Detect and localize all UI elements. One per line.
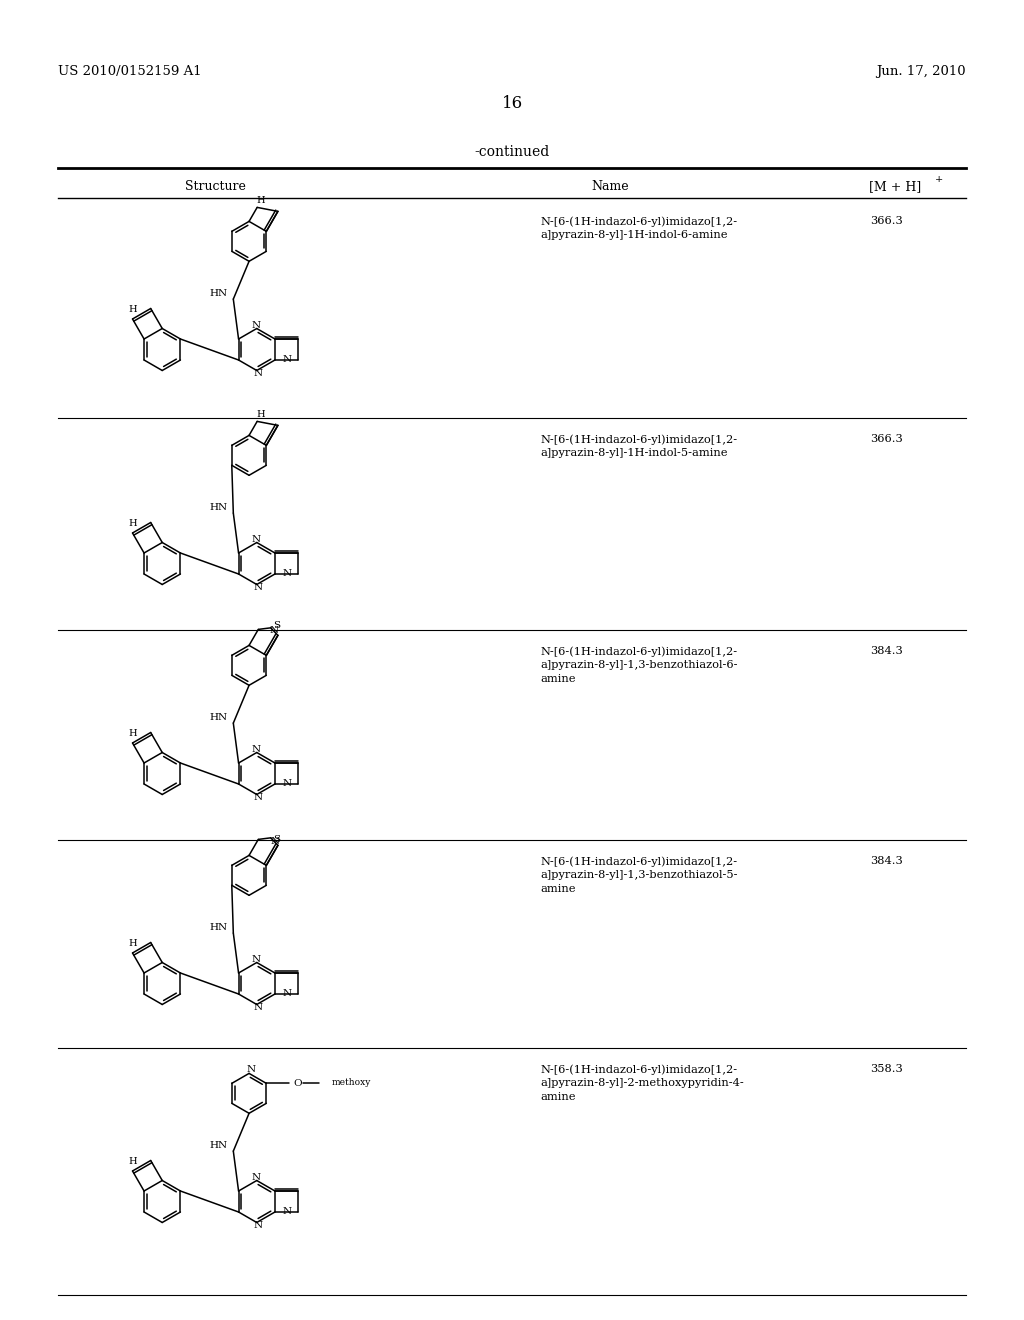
Text: Name: Name bbox=[591, 180, 629, 193]
Text: amine: amine bbox=[540, 1092, 575, 1102]
Text: [M + H]: [M + H] bbox=[869, 180, 922, 193]
Text: 384.3: 384.3 bbox=[870, 855, 903, 866]
Text: H: H bbox=[129, 305, 137, 314]
Text: Structure: Structure bbox=[184, 180, 246, 193]
Text: N: N bbox=[283, 1208, 292, 1217]
Text: N: N bbox=[251, 954, 260, 964]
Text: amine: amine bbox=[540, 884, 575, 894]
Text: O: O bbox=[293, 1078, 302, 1088]
Text: a]pyrazin-8-yl]-1,3-benzothiazol-5-: a]pyrazin-8-yl]-1,3-benzothiazol-5- bbox=[540, 870, 737, 880]
Text: N: N bbox=[251, 744, 260, 754]
Text: H: H bbox=[257, 411, 265, 418]
Text: N: N bbox=[253, 583, 262, 591]
Text: Jun. 17, 2010: Jun. 17, 2010 bbox=[877, 65, 966, 78]
Text: amine: amine bbox=[540, 675, 575, 684]
Text: -continued: -continued bbox=[474, 145, 550, 158]
Text: N: N bbox=[253, 793, 262, 803]
Text: 366.3: 366.3 bbox=[870, 216, 903, 226]
Text: N-[6-(1H-indazol-6-yl)imidazo[1,2-: N-[6-(1H-indazol-6-yl)imidazo[1,2- bbox=[540, 645, 737, 656]
Text: US 2010/0152159 A1: US 2010/0152159 A1 bbox=[58, 65, 202, 78]
Text: N: N bbox=[253, 1221, 262, 1230]
Text: HN: HN bbox=[210, 924, 227, 932]
Text: N: N bbox=[283, 569, 292, 578]
Text: S: S bbox=[273, 836, 281, 845]
Text: H: H bbox=[129, 1158, 137, 1166]
Text: 16: 16 bbox=[502, 95, 522, 112]
Text: a]pyrazin-8-yl]-1H-indol-6-amine: a]pyrazin-8-yl]-1H-indol-6-amine bbox=[540, 230, 727, 240]
Text: N: N bbox=[283, 355, 292, 364]
Text: HN: HN bbox=[210, 503, 227, 512]
Text: N: N bbox=[251, 535, 260, 544]
Text: HN: HN bbox=[210, 713, 227, 722]
Text: N-[6-(1H-indazol-6-yl)imidazo[1,2-: N-[6-(1H-indazol-6-yl)imidazo[1,2- bbox=[540, 1064, 737, 1074]
Text: 358.3: 358.3 bbox=[870, 1064, 903, 1074]
Text: 366.3: 366.3 bbox=[870, 434, 903, 444]
Text: a]pyrazin-8-yl]-1H-indol-5-amine: a]pyrazin-8-yl]-1H-indol-5-amine bbox=[540, 447, 727, 458]
Text: methoxy: methoxy bbox=[332, 1078, 371, 1086]
Text: H: H bbox=[129, 519, 137, 528]
Text: N: N bbox=[247, 1065, 256, 1074]
Text: N: N bbox=[283, 990, 292, 998]
Text: N: N bbox=[269, 626, 279, 635]
Text: N: N bbox=[253, 370, 262, 378]
Text: N: N bbox=[251, 1173, 260, 1181]
Text: a]pyrazin-8-yl]-1,3-benzothiazol-6-: a]pyrazin-8-yl]-1,3-benzothiazol-6- bbox=[540, 660, 737, 671]
Text: HN: HN bbox=[210, 289, 227, 298]
Text: N: N bbox=[283, 780, 292, 788]
Text: +: + bbox=[935, 176, 943, 183]
Text: S: S bbox=[273, 622, 281, 631]
Text: N: N bbox=[251, 321, 260, 330]
Text: a]pyrazin-8-yl]-2-methoxypyridin-4-: a]pyrazin-8-yl]-2-methoxypyridin-4- bbox=[540, 1078, 743, 1088]
Text: H: H bbox=[257, 195, 265, 205]
Text: H: H bbox=[129, 729, 137, 738]
Text: N-[6-(1H-indazol-6-yl)imidazo[1,2-: N-[6-(1H-indazol-6-yl)imidazo[1,2- bbox=[540, 216, 737, 227]
Text: HN: HN bbox=[210, 1142, 227, 1150]
Text: N-[6-(1H-indazol-6-yl)imidazo[1,2-: N-[6-(1H-indazol-6-yl)imidazo[1,2- bbox=[540, 855, 737, 866]
Text: N-[6-(1H-indazol-6-yl)imidazo[1,2-: N-[6-(1H-indazol-6-yl)imidazo[1,2- bbox=[540, 434, 737, 445]
Text: 384.3: 384.3 bbox=[870, 645, 903, 656]
Text: N: N bbox=[270, 837, 280, 846]
Text: N: N bbox=[253, 1003, 262, 1012]
Text: H: H bbox=[129, 939, 137, 948]
